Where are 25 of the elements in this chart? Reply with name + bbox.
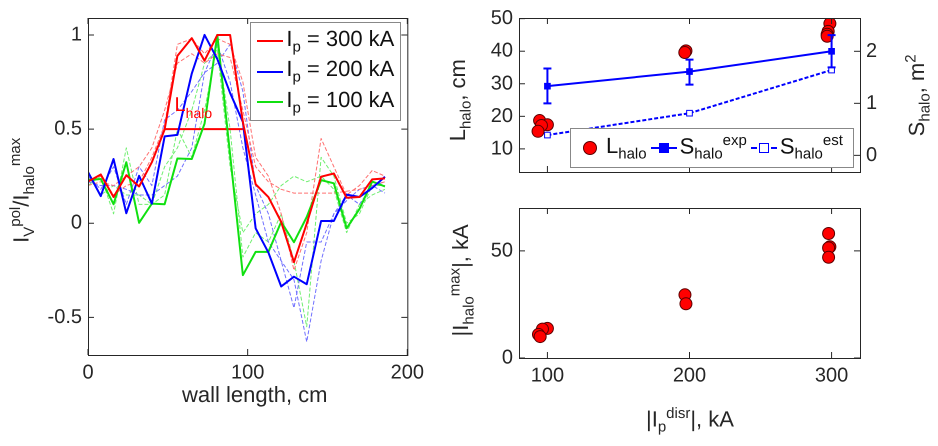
- x-tick-label: 100: [530, 364, 564, 387]
- x-tick-label: 200: [390, 362, 424, 384]
- y-tick-label: 30: [490, 72, 513, 94]
- y-tick-label: 50: [490, 7, 513, 30]
- x-tick-label: 200: [672, 364, 706, 387]
- y-tick-label: 40: [490, 40, 513, 62]
- y2-tick-label: 0: [866, 144, 878, 166]
- x-tick-label: 300: [814, 364, 848, 387]
- x-axis-title: |I$_{p}$$^{disr}$|, kA: [646, 404, 734, 436]
- legend-label: I$_{p}$ = 300 kA: [286, 26, 394, 56]
- y-tick-label: 0: [502, 346, 513, 369]
- y-tick-label: 50: [490, 239, 513, 262]
- y-tick-label: 0: [70, 212, 82, 234]
- legend-label: I$_{p}$ = 200 kA: [286, 56, 394, 87]
- x-tick-label: 100: [230, 362, 264, 384]
- legend-label: L$_{halo}$: [606, 132, 647, 164]
- y2-tick-label: 1: [866, 92, 878, 114]
- x-axis-title: wall length, cm: [182, 382, 328, 407]
- y-tick-label: -0.5: [48, 306, 82, 328]
- y-tick-label: 20: [490, 104, 513, 127]
- legend-label: I$_{p}$ = 100 kA: [286, 86, 394, 118]
- y-tick-label: 0.5: [54, 118, 82, 140]
- y-tick-label: 1: [70, 23, 82, 46]
- y-tick-label: 10: [490, 137, 513, 160]
- y2-tick-label: 2: [866, 40, 878, 62]
